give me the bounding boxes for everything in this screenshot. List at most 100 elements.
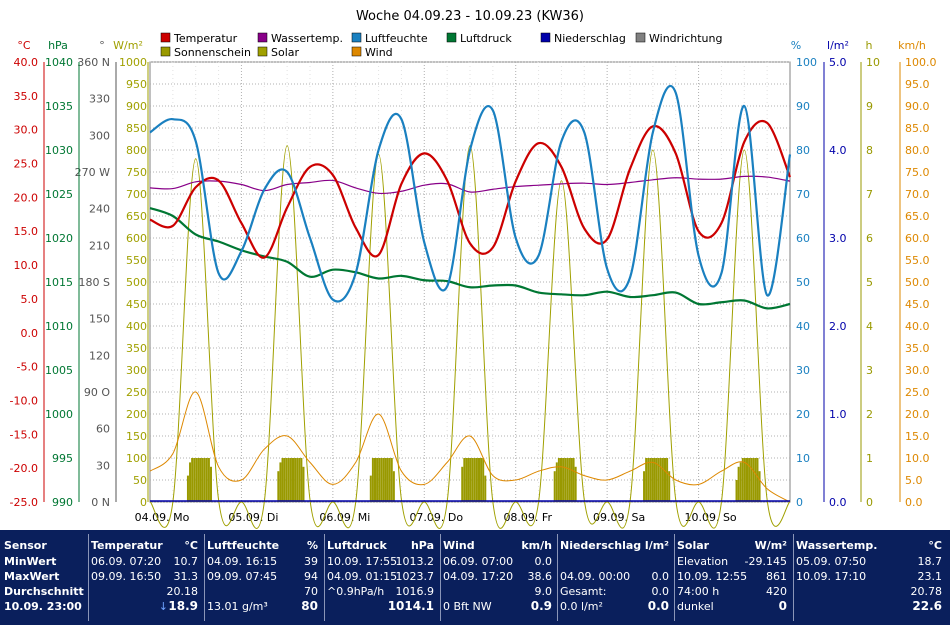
axis-tick-label: 95.0	[905, 78, 930, 91]
sunshine-bar	[750, 458, 753, 502]
axis-tick-label: 40.0	[905, 320, 930, 333]
sunshine-bar	[739, 462, 742, 502]
axis-unit-label: °	[99, 39, 105, 52]
axis-tick-label: 45.0	[905, 298, 930, 311]
sunshine-bar	[302, 466, 305, 502]
axis-tick-label: 0	[140, 496, 147, 509]
axis-tick-label: 0.0	[905, 496, 923, 509]
stats-value: 70	[304, 585, 318, 598]
sunshine-bar	[369, 475, 372, 502]
sunshine-bar	[560, 458, 562, 502]
axis-tick-label: 5.0	[21, 293, 39, 306]
weather-chart: Woche 04.09.23 - 10.09.23 (KW36) Temperat…	[10, 9, 937, 529]
stats-value: 1014.1	[387, 599, 434, 613]
column-header: Luftfeuchte	[207, 539, 280, 552]
sunshine-bar	[380, 458, 383, 502]
sunshine-bar	[557, 458, 560, 502]
sunshine-bar	[748, 458, 751, 502]
sunshine-bar	[283, 458, 286, 502]
axis-tick-label: 330	[89, 93, 110, 106]
axis-tick-label: -10.0	[10, 394, 38, 407]
axis-tick-label: 240	[89, 203, 110, 216]
legend-label: Luftfeuchte	[365, 32, 428, 45]
stats-value: 23.1	[917, 570, 943, 583]
series-line-wind	[149, 391, 791, 503]
sunshine-bar	[189, 462, 192, 502]
axis-tick-label: 25.0	[905, 386, 930, 399]
axis-tick-label: 650	[126, 210, 147, 223]
axis-tick-label: 80	[796, 144, 810, 157]
axis-tick-label: -25.0	[10, 496, 38, 509]
stats-value: 0.0	[534, 555, 553, 568]
axis-tick-label: 35.0	[14, 90, 39, 103]
stats-value: 861	[766, 570, 787, 583]
column-unit: %	[306, 539, 318, 552]
axis-tick-label: 25.0	[14, 158, 39, 171]
axis-tick-label: 15.0	[14, 225, 39, 238]
axis-tick-label: 6	[866, 232, 873, 245]
stats-label: Gesamt:	[560, 585, 607, 598]
column-header: Wind	[443, 539, 475, 552]
column-header: Niederschlag	[560, 539, 642, 552]
sunshine-bar	[191, 458, 194, 502]
axis-tick-label: 400	[126, 320, 147, 333]
x-tick-label: 05.09. Di	[228, 511, 278, 524]
sunshine-bar	[746, 458, 748, 502]
axis-tick-label: 60.0	[905, 232, 930, 245]
column-separator	[557, 534, 558, 621]
sunshine-bar	[647, 458, 650, 502]
x-tick-label: 09.09. Sa	[593, 511, 645, 524]
axis-tick-label: 0.0	[829, 496, 847, 509]
stats-label: ^0.9hPa/h	[327, 585, 385, 598]
x-tick-label: 04.09. Mo	[135, 511, 190, 524]
sunshine-bar	[562, 458, 565, 502]
axis-tick-label: 1000	[45, 408, 73, 421]
sunshine-bar	[659, 458, 662, 502]
axis-tick-label: 995	[52, 452, 73, 465]
axis-tick-label: 30.0	[14, 124, 39, 137]
axis-tick-label: 300	[126, 364, 147, 377]
sunshine-bar	[572, 458, 575, 502]
sunshine-bar	[661, 458, 664, 502]
axis-tick-label: 3.0	[829, 232, 847, 245]
axis-tick-label: 950	[126, 78, 147, 91]
stats-label: 05.09. 07:50	[796, 555, 867, 568]
sunshine-bar	[574, 466, 577, 502]
axis-tick-label: 20	[796, 408, 810, 421]
legend-swatch	[540, 32, 551, 43]
sunshine-bar	[392, 471, 395, 502]
axis-tick-label: 0	[796, 496, 803, 509]
axis-tick-label: 900	[126, 100, 147, 113]
stats-value: 1023.7	[395, 570, 435, 583]
axis-tick-label: 1020	[45, 232, 73, 245]
sunshine-bar	[668, 471, 671, 502]
sunshine-bar	[300, 458, 303, 502]
sunshine-bar	[643, 471, 646, 502]
axis-tick-label: 450	[126, 298, 147, 311]
stats-value: 18.7	[917, 555, 943, 568]
x-tick-label: 08.09. Fr	[503, 511, 552, 524]
axis-tick-label: 1030	[45, 144, 73, 157]
axis-tick-label: 800	[126, 144, 147, 157]
column-header: Wassertemp.	[796, 539, 878, 552]
stats-value: -29.145	[744, 555, 787, 568]
axis-tick-label: 150	[89, 313, 110, 326]
sunshine-bar	[296, 458, 299, 502]
axis-tick-label: 0 N	[91, 496, 110, 509]
axis-tick-label: 210	[89, 239, 110, 252]
axis-tick-label: 500	[126, 276, 147, 289]
axis-tick-label: 4.0	[829, 144, 847, 157]
sunshine-bar	[664, 458, 666, 502]
stats-value: 20.18	[166, 585, 199, 598]
sunshine-bar	[666, 458, 669, 502]
sunshine-bar	[285, 458, 288, 502]
column-separator	[674, 534, 675, 621]
stats-value: 20.78	[910, 585, 943, 598]
stats-column: Luftfeuchte% 04.09. 16:15 39 09.09. 07:45 94…	[207, 534, 318, 621]
column-separator	[440, 534, 441, 621]
axis-tick-label: 7	[866, 188, 873, 201]
sunshine-bar	[201, 458, 204, 502]
x-tick-label: 06.09. Mi	[319, 511, 370, 524]
sunshine-bar	[752, 458, 755, 502]
legend-label: Sonnenschein	[174, 46, 251, 59]
